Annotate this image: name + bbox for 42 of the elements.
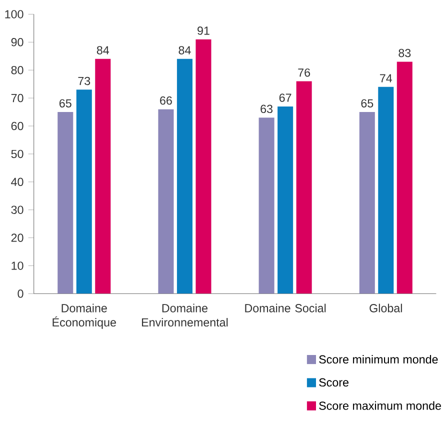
data-label: 84 (96, 46, 110, 55)
bar (396, 62, 412, 294)
data-label: 65 (59, 99, 72, 108)
data-label: 76 (298, 68, 310, 77)
data-label: 63 (260, 104, 273, 114)
bar (58, 112, 74, 294)
y-tick-label: 90 (11, 38, 24, 46)
y-tick-label: 20 (11, 234, 24, 242)
data-label: 83 (398, 49, 411, 58)
bar (359, 112, 375, 294)
x-tick-label: Domaine Social (245, 304, 326, 312)
x-tick-label: Domaine Économique (52, 304, 116, 329)
bar (278, 106, 294, 294)
bar (196, 40, 212, 294)
y-tick-label: 50 (11, 150, 24, 158)
y-tick-label: 60 (11, 122, 24, 130)
x-tick-label: Domaine Environnemental (142, 304, 228, 327)
data-label: 73 (78, 77, 90, 86)
bar (158, 109, 174, 294)
data-label: 91 (198, 26, 210, 35)
data-label: 67 (279, 94, 292, 102)
legend-label: Score (319, 378, 348, 387)
y-tick-label: 80 (11, 66, 24, 74)
data-label: 84 (178, 46, 191, 55)
bar (378, 87, 394, 294)
y-tick-label: 70 (11, 94, 24, 102)
bar (76, 90, 92, 294)
data-label: 66 (160, 96, 172, 105)
y-tick-label: 40 (11, 178, 24, 186)
data-label: 74 (380, 74, 392, 82)
y-tick-label: 0 (18, 290, 24, 298)
y-tick-label: 100 (5, 10, 24, 19)
legend-label: Score maximum monde (319, 401, 441, 410)
data-label: 65 (361, 99, 374, 108)
bar (258, 118, 274, 294)
bar (296, 81, 312, 294)
bar (95, 59, 111, 294)
bar (176, 59, 192, 294)
legend-label: Score minimum monde (319, 355, 438, 364)
y-tick-label: 30 (11, 206, 24, 214)
y-tick-label: 10 (12, 262, 24, 270)
x-tick-label: Global (370, 304, 402, 312)
